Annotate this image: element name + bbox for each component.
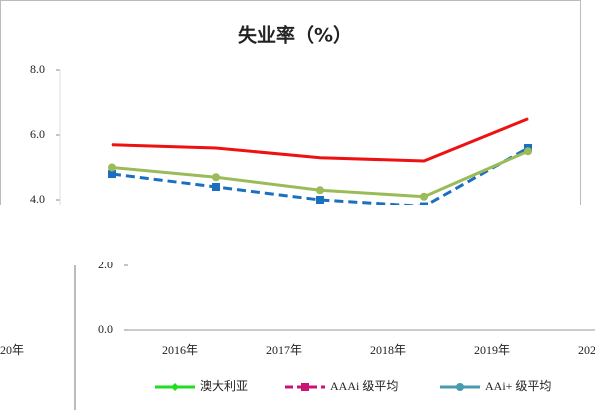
legend-label: AAAi 级平均 (330, 379, 398, 393)
point (527, 118, 529, 120)
y-tick-label: 8.0 (30, 62, 45, 76)
x-tick-label: 2020年 (578, 343, 595, 357)
series-line (111, 146, 529, 205)
x-tick-label: 2019年 (474, 343, 510, 357)
legend-marker (171, 383, 179, 391)
series-line (111, 117, 529, 163)
point (316, 196, 324, 204)
x-tick-label: 2017年 (266, 343, 302, 357)
point (420, 192, 428, 201)
point (319, 157, 321, 159)
point (108, 163, 116, 172)
point (111, 144, 113, 146)
legend-label: AAi+ 级平均 (485, 379, 551, 393)
point (108, 170, 116, 178)
point (215, 147, 217, 149)
bottom-fragment: 0.0 2.0 2016年 2017年 2018年 2019年 2020年 (98, 257, 595, 357)
legend-marker (301, 383, 309, 391)
x-tick-label: 2016年 (162, 343, 198, 357)
point (420, 202, 428, 205)
frame (0, 0, 581, 205)
y-tick-label: 2.0 (98, 257, 113, 271)
point (212, 173, 220, 182)
point (423, 160, 425, 162)
point (524, 147, 532, 156)
top-fragment: 4.0 6.0 8.0 (0, 0, 581, 206)
chart-title: 失业率（%） (238, 24, 352, 47)
point (212, 183, 220, 191)
point (316, 186, 324, 195)
x-tick-label: 2018年 (370, 343, 406, 357)
legend-marker (456, 383, 464, 391)
y-tick-label: 6.0 (30, 127, 45, 141)
y-tick-label: 0.0 (98, 322, 113, 336)
fragment-label: 20年 (0, 343, 24, 357)
legend-label: 澳大利亚 (200, 379, 248, 393)
y-tick-label: 4.0 (30, 192, 45, 206)
